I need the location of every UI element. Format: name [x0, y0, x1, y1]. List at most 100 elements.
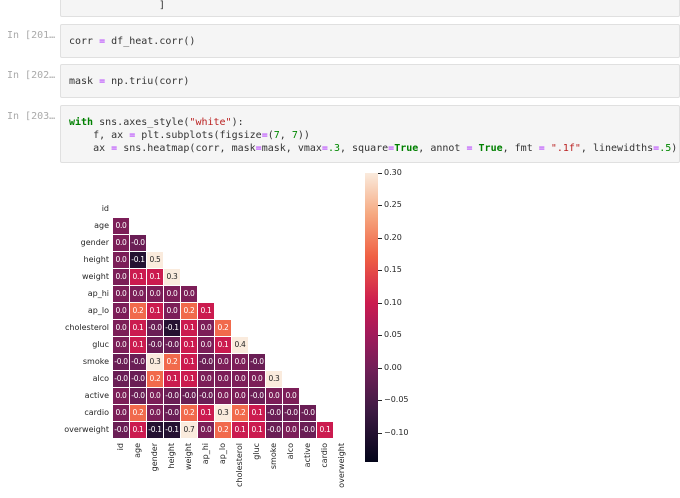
colorbar-tick-label: 0.10 — [384, 297, 402, 307]
heatmap-cell: 0.1 — [130, 269, 146, 285]
y-tick-label: id — [101, 204, 109, 213]
heatmap-cell: 0.0 — [113, 303, 129, 319]
y-tick-label: gender — [80, 238, 109, 247]
heatmap-cell: 0.2 — [130, 405, 146, 421]
heatmap-cell: -0.1 — [147, 422, 163, 438]
x-tick-label: smoke — [269, 443, 278, 470]
heatmap-cell: 0.0 — [198, 337, 214, 353]
x-tick-label: cholesterol — [235, 443, 244, 487]
heatmap-cell: -0.0 — [113, 422, 129, 438]
heatmap-cell: 0.7 — [181, 422, 197, 438]
heatmap-cell: -0.0 — [164, 337, 180, 353]
code-text: ] — [159, 0, 166, 11]
heatmap-cell: 0.0 — [232, 354, 248, 370]
heatmap-cell: -0.0 — [249, 388, 265, 404]
heatmap-cell: 0.0 — [249, 371, 265, 387]
heatmap-cell: 0.1 — [198, 405, 214, 421]
heatmap-cell: 0.0 — [113, 337, 129, 353]
heatmap-cell: 0.0 — [164, 303, 180, 319]
heatmap-cell: 0.0 — [113, 388, 129, 404]
x-tick-label: alco — [286, 443, 295, 460]
colorbar-tick-label: 0.05 — [384, 330, 402, 340]
heatmap-cell: 0.1 — [249, 405, 265, 421]
heatmap-cell: -0.0 — [130, 354, 146, 370]
heatmap-cell: 0.2 — [215, 320, 231, 336]
heatmap-cell: 0.1 — [181, 354, 197, 370]
colorbar-tick — [378, 432, 382, 434]
y-tick-label: ap_lo — [87, 306, 109, 315]
heatmap-cell: -0.0 — [130, 235, 146, 251]
heatmap-cell: -0.0 — [198, 354, 214, 370]
colorbar-tick-label: 0.25 — [384, 200, 402, 210]
colorbar-tick — [378, 270, 382, 272]
heatmap-cell: 0.2 — [164, 354, 180, 370]
heatmap-cell: 0.0 — [113, 405, 129, 421]
heatmap-cell: 0.1 — [198, 303, 214, 319]
x-tick-label: cardio — [320, 443, 329, 468]
heatmap-cell: 0.0 — [283, 422, 299, 438]
y-tick-label: height — [83, 255, 110, 264]
colorbar-tick — [378, 335, 382, 337]
heatmap-cell: -0.0 — [283, 405, 299, 421]
heatmap-cell: -0.0 — [300, 405, 316, 421]
heatmap-cell: -0.0 — [266, 422, 282, 438]
heatmap-cell: 0.1 — [232, 422, 248, 438]
heatmap-cell: 0.1 — [249, 422, 265, 438]
heatmap-cell: 0.2 — [181, 303, 197, 319]
heatmap-cell: 0.3 — [147, 354, 163, 370]
heatmap-cell: 0.0 — [113, 252, 129, 268]
y-tick-label: weight — [82, 272, 109, 281]
heatmap-cell: 0.2 — [130, 303, 146, 319]
heatmap-cell: 0.3 — [266, 371, 282, 387]
heatmap-cell: 0.0 — [113, 269, 129, 285]
heatmap-cell: 0.1 — [317, 422, 333, 438]
heatmap-cell: 0.1 — [164, 371, 180, 387]
x-tick-label: gluc — [252, 443, 261, 460]
code-text: corr = df_heat.corr() — [69, 36, 196, 47]
y-tick-label: gluc — [92, 340, 109, 349]
colorbar — [365, 173, 378, 462]
heatmap-cell: -0.0 — [181, 388, 197, 404]
x-tick-label: id — [116, 443, 125, 451]
colorbar-tick — [378, 205, 382, 207]
heatmap-cell: 0.2 — [215, 422, 231, 438]
colorbar-tick — [378, 173, 382, 174]
code-cell-203[interactable]: with sns.axes_style("white"): f, ax = pl… — [60, 105, 680, 163]
heatmap-cell: 0.3 — [215, 405, 231, 421]
heatmap-cell: 0.3 — [164, 269, 180, 285]
colorbar-tick-label: 0.20 — [384, 232, 402, 242]
y-tick-label: age — [94, 221, 109, 230]
heatmap-cell: 0.4 — [232, 337, 248, 353]
heatmap-cell: -0.1 — [164, 320, 180, 336]
heatmap-cell: -0.0 — [130, 371, 146, 387]
heatmap-cell: 0.0 — [215, 354, 231, 370]
code-cell-201[interactable]: corr = df_heat.corr() — [60, 24, 680, 58]
colorbar-tick — [378, 237, 382, 239]
heatmap-cell: 0.1 — [181, 320, 197, 336]
heatmap-cell: -0.0 — [198, 388, 214, 404]
colorbar-tick-label: 0.15 — [384, 265, 402, 275]
heatmap-cell: 0.0 — [215, 388, 231, 404]
heatmap-cell: 0.0 — [164, 286, 180, 302]
heatmap-cell: 0.0 — [130, 286, 146, 302]
heatmap-cell: 0.0 — [147, 286, 163, 302]
heatmap-cell: 0.0 — [147, 405, 163, 421]
heatmap-cell: 0.1 — [147, 269, 163, 285]
colorbar-tick — [378, 367, 382, 369]
heatmap-cell: 0.0 — [181, 286, 197, 302]
heatmap-cell: 0.1 — [130, 320, 146, 336]
cell-prompt-202: In [202… — [7, 70, 56, 81]
heatmap-cell: -0.0 — [113, 371, 129, 387]
cell-prompt-201: In [201… — [7, 30, 56, 41]
heatmap-cell: -0.0 — [164, 388, 180, 404]
y-tick-label: alco — [92, 374, 109, 383]
heatmap-cell: -0.0 — [300, 422, 316, 438]
heatmap-cell: 0.0 — [113, 320, 129, 336]
y-tick-label: cholesterol — [65, 323, 109, 332]
heatmap-cell: 0.0 — [113, 218, 129, 234]
y-tick-label: cardio — [84, 408, 109, 417]
y-tick-label: overweight — [64, 425, 109, 434]
colorbar-tick-label: 0.30 — [384, 168, 402, 177]
heatmap-cell: 0.0 — [113, 235, 129, 251]
